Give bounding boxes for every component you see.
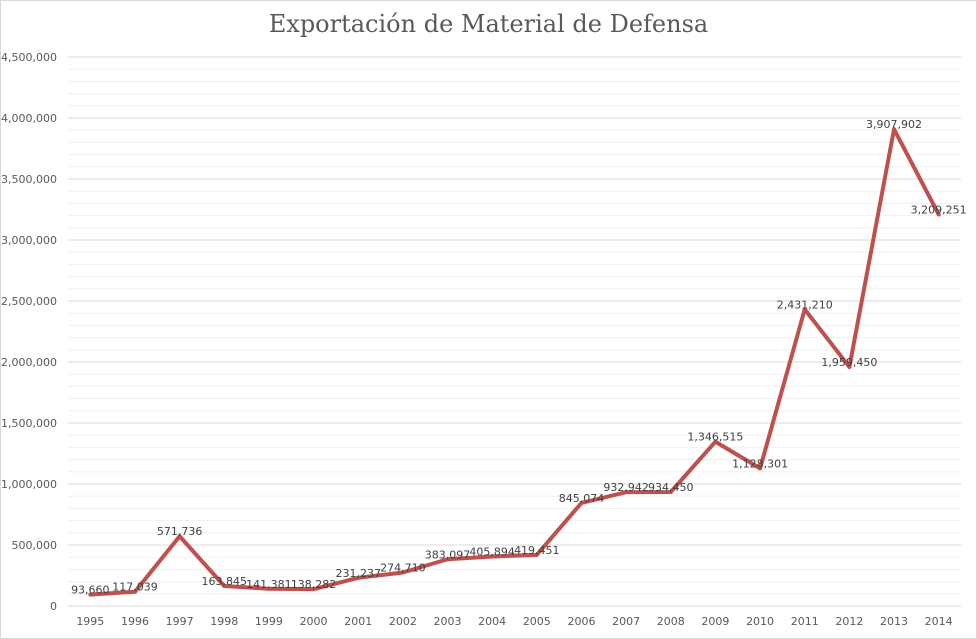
data-point — [624, 490, 629, 495]
data-label: 93,660 — [71, 584, 110, 597]
x-tick-label: 1997 — [166, 615, 194, 628]
x-tick-label: 2006 — [567, 615, 595, 628]
data-label: 231,237 — [335, 567, 381, 580]
data-point — [132, 589, 137, 594]
data-label: 571,736 — [157, 525, 203, 538]
data-point — [668, 489, 673, 494]
data-point — [266, 586, 271, 591]
x-tick-label: 2012 — [835, 615, 863, 628]
data-point — [177, 534, 182, 539]
data-point — [713, 439, 718, 444]
x-tick-label: 1995 — [76, 615, 104, 628]
data-point — [445, 557, 450, 562]
data-label: 141,381 — [246, 578, 292, 591]
data-label: 845,074 — [559, 492, 605, 505]
y-tick-label: 4,500,000 — [1, 51, 57, 64]
data-point — [847, 364, 852, 369]
data-point — [400, 570, 405, 575]
data-label: 934,450 — [648, 481, 694, 494]
x-tick-label: 2010 — [746, 615, 774, 628]
x-tick-label: 2013 — [880, 615, 908, 628]
data-label: 405,894 — [469, 545, 515, 558]
data-label: 419,451 — [514, 544, 560, 557]
y-tick-label: 3,500,000 — [1, 173, 57, 186]
y-tick-label: 1,500,000 — [1, 417, 57, 430]
x-tick-label: 1996 — [121, 615, 149, 628]
data-point — [802, 307, 807, 312]
data-label: 138,282 — [291, 578, 337, 591]
data-label: 3,209,251 — [911, 203, 967, 216]
y-tick-label: 0 — [50, 600, 57, 613]
data-point — [579, 500, 584, 505]
y-tick-label: 4,000,000 — [1, 112, 57, 125]
x-tick-label: 2004 — [478, 615, 506, 628]
data-label: 274,710 — [380, 561, 426, 574]
x-tick-label: 2011 — [791, 615, 819, 628]
data-label: 932,942 — [603, 481, 649, 494]
data-label: 3,907,902 — [866, 118, 922, 131]
data-label: 2,431,210 — [777, 298, 833, 311]
y-tick-label: 500,000 — [12, 539, 58, 552]
data-point — [222, 584, 227, 589]
data-point — [88, 592, 93, 597]
x-tick-label: 2000 — [300, 615, 328, 628]
y-tick-label: 3,000,000 — [1, 234, 57, 247]
data-point — [490, 554, 495, 559]
series-line — [90, 127, 941, 597]
x-tick-label: 2008 — [657, 615, 685, 628]
data-label: 117,039 — [112, 581, 158, 594]
chart-title: Exportación de Material de Defensa — [268, 10, 709, 38]
x-tick-label: 1998 — [210, 615, 238, 628]
x-tick-label: 1999 — [255, 615, 283, 628]
y-tick-label: 2,500,000 — [1, 295, 57, 308]
data-point — [892, 127, 897, 132]
data-point — [936, 212, 941, 217]
x-tick-label: 2002 — [389, 615, 417, 628]
data-label: 1,346,515 — [687, 431, 743, 444]
data-label: 383,097 — [425, 548, 471, 561]
x-tick-label: 2014 — [925, 615, 953, 628]
x-tick-label: 2005 — [523, 615, 551, 628]
y-tick-label: 2,000,000 — [1, 356, 57, 369]
data-point — [758, 466, 763, 471]
data-label: 1,959,450 — [821, 356, 877, 369]
x-tick-label: 2009 — [701, 615, 729, 628]
x-tick-label: 2007 — [612, 615, 640, 628]
y-tick-label: 1,000,000 — [1, 478, 57, 491]
data-point — [356, 575, 361, 580]
x-tick-label: 2001 — [344, 615, 372, 628]
data-point — [534, 552, 539, 557]
x-tick-label: 2003 — [434, 615, 462, 628]
data-label: 1,128,301 — [732, 457, 788, 470]
data-point — [311, 587, 316, 592]
data-label: 163,845 — [202, 575, 248, 588]
